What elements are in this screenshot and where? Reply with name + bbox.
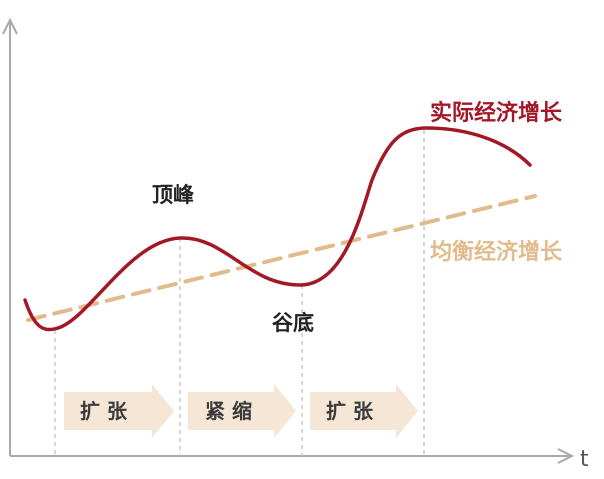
actual-growth-curve [23, 126, 532, 332]
phase-label-contraction: 紧 缩 [205, 399, 252, 423]
y-axis-arrow [2, 17, 18, 35]
equilibrium-growth-line [26, 194, 537, 322]
phase-arrows: 扩 张 紧 缩 扩 张 [64, 384, 418, 438]
actual-growth-label: 实际经济增长 [430, 100, 563, 126]
axes: t [2, 17, 589, 472]
phase-label-expansion-2: 扩 张 [326, 399, 374, 423]
phase-arrow-contraction [188, 384, 296, 438]
phase-arrow-expansion-2 [310, 384, 418, 438]
peak-label: 顶峰 [152, 183, 194, 207]
phase-guides [54, 130, 425, 456]
trough-label: 谷底 [272, 311, 314, 335]
phase-arrow-expansion-1 [64, 384, 174, 438]
x-axis-label: t [580, 447, 589, 472]
x-axis-arrow [557, 448, 575, 464]
equilibrium-growth-label: 均衡经济增长 [430, 239, 563, 265]
phase-label-expansion-1: 扩 张 [80, 399, 128, 423]
